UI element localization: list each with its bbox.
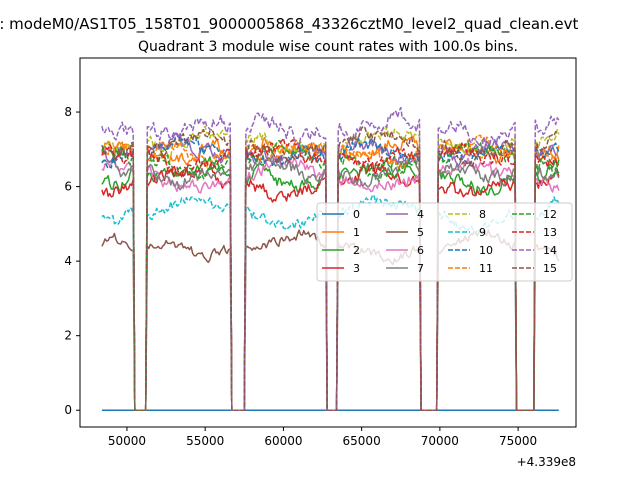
y-tick-label: 0 (64, 403, 72, 417)
legend-label-6: 6 (417, 244, 424, 257)
figure-suptitle: Light curves from file: modeM0/AS1T05_15… (0, 15, 578, 34)
legend-label-13: 13 (543, 226, 557, 239)
legend-label-3: 3 (353, 262, 360, 275)
legend-label-1: 1 (353, 226, 360, 239)
x-tick-label: 50000 (108, 434, 146, 448)
legend-frame (316, 202, 573, 282)
y-tick-label: 8 (64, 105, 72, 119)
legend-label-10: 10 (479, 244, 493, 257)
x-offset-label: +4.339e8 (517, 455, 576, 469)
legend-label-14: 14 (543, 244, 557, 257)
x-tick-label: 60000 (264, 434, 302, 448)
y-tick-label: 2 (64, 329, 72, 343)
series-line-15 (101, 125, 560, 411)
legend-label-11: 11 (479, 262, 493, 275)
legend-label-9: 9 (479, 226, 486, 239)
legend-label-8: 8 (479, 208, 486, 221)
y-tick-label: 4 (64, 254, 72, 268)
legend-label-2: 2 (353, 244, 360, 257)
x-tick-label: 55000 (186, 434, 224, 448)
legend-label-7: 7 (417, 262, 424, 275)
legend-label-15: 15 (543, 262, 557, 275)
legend-label-4: 4 (417, 208, 424, 221)
x-tick-label: 65000 (343, 434, 381, 448)
x-tick-label: 75000 (499, 434, 537, 448)
y-tick-label: 6 (64, 180, 72, 194)
plot-area-frame (79, 57, 577, 428)
legend-label-5: 5 (417, 226, 424, 239)
legend-label-12: 12 (543, 208, 557, 221)
x-tick-label: 70000 (421, 434, 459, 448)
series-layer (101, 106, 560, 411)
series-line-14 (101, 106, 560, 411)
y-axis: 0 2 4 6 8 (64, 105, 80, 417)
chart-title: Quadrant 3 module wise count rates with … (138, 39, 518, 55)
x-axis: 50000 55000 60000 65000 70000 75000 (108, 427, 537, 448)
legend-label-0: 0 (353, 208, 360, 221)
